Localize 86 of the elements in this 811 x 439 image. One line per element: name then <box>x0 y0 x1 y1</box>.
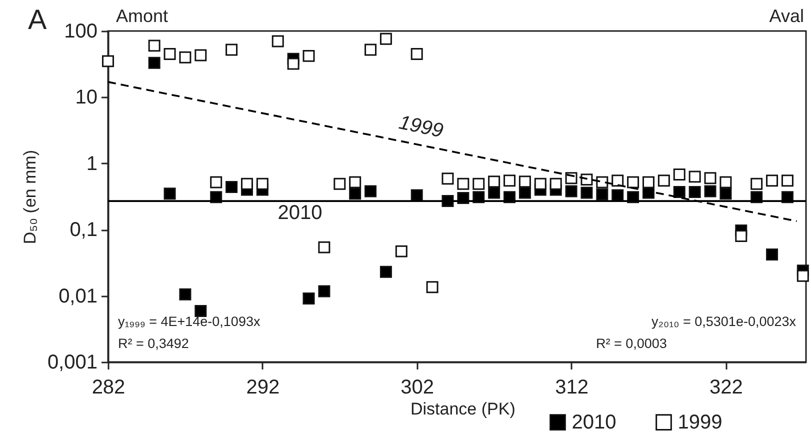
point <box>302 50 315 62</box>
point <box>426 281 438 294</box>
point <box>179 288 192 300</box>
point <box>194 304 207 317</box>
point <box>596 188 608 200</box>
point <box>688 170 701 183</box>
legend-label: 2010 <box>572 411 616 434</box>
point <box>565 185 578 198</box>
point <box>148 40 160 52</box>
point <box>102 55 114 68</box>
point <box>612 174 624 187</box>
point <box>720 176 732 188</box>
point <box>504 174 516 187</box>
y-axis-title: D₅₀ (en mm) <box>20 150 40 244</box>
point <box>179 51 192 64</box>
point <box>457 178 470 190</box>
point <box>518 176 531 188</box>
point <box>256 178 268 190</box>
y-tick-label: 0,001 <box>47 352 98 374</box>
text: Amont <box>116 6 168 26</box>
point <box>766 174 778 187</box>
point <box>410 48 423 60</box>
text: Aval <box>769 6 804 26</box>
x-axis-title: Distance (PK) <box>410 400 516 418</box>
point <box>518 186 531 199</box>
point <box>349 176 362 188</box>
x-tick-label: 322 <box>710 376 743 398</box>
point <box>395 245 408 258</box>
annotation: R² = 0,3492 <box>118 336 189 351</box>
text: A <box>28 4 47 35</box>
point <box>627 176 640 188</box>
annotation: 1999 <box>396 112 446 142</box>
point <box>673 168 686 180</box>
annotation: y₂₀₁₀ = 0,5301e-0,0023x <box>652 314 796 329</box>
x-tick-label: 302 <box>400 376 434 398</box>
point <box>148 56 160 69</box>
x-tick-label: 292 <box>246 376 280 398</box>
y-tick-label: 0,01 <box>58 285 98 308</box>
legend-label: 1999 <box>678 411 722 434</box>
point <box>688 186 701 198</box>
point <box>704 172 716 184</box>
point <box>704 185 716 198</box>
point <box>580 186 593 199</box>
point <box>240 178 253 190</box>
y-tick-label: 0,1 <box>70 219 98 242</box>
point <box>796 270 809 282</box>
point <box>596 176 608 188</box>
point <box>210 176 222 188</box>
point <box>226 181 238 193</box>
annotation: 2010 <box>278 202 322 224</box>
annotation: y₁₉₉₉ = 4E+14e-0,1093x <box>118 314 260 329</box>
point <box>302 292 315 305</box>
point <box>318 241 330 254</box>
point <box>534 178 546 190</box>
point <box>735 230 748 242</box>
point <box>781 174 794 187</box>
y-tick-label: 10 <box>75 86 98 109</box>
y-tick-label: 1 <box>86 152 98 175</box>
point <box>380 32 392 45</box>
point <box>380 266 392 278</box>
point <box>720 188 732 200</box>
point <box>658 174 670 187</box>
point <box>580 174 593 186</box>
point <box>488 186 500 199</box>
y-tick-label: 100 <box>64 20 98 42</box>
point <box>164 48 176 60</box>
point <box>349 188 362 200</box>
point <box>318 285 330 298</box>
point <box>442 172 454 185</box>
x-tick-label: 282 <box>92 376 126 398</box>
annotation: R² = 0,0003 <box>596 336 667 351</box>
point <box>550 178 562 190</box>
x-tick-label: 312 <box>555 376 588 398</box>
point <box>287 58 300 70</box>
point <box>766 248 778 261</box>
point <box>272 35 284 48</box>
point <box>194 49 207 62</box>
point <box>488 176 500 188</box>
point <box>364 44 377 56</box>
point <box>164 188 176 200</box>
point <box>472 178 485 190</box>
point <box>364 185 377 198</box>
point <box>673 186 686 198</box>
point <box>334 178 346 190</box>
point <box>750 178 763 190</box>
point <box>226 44 238 56</box>
